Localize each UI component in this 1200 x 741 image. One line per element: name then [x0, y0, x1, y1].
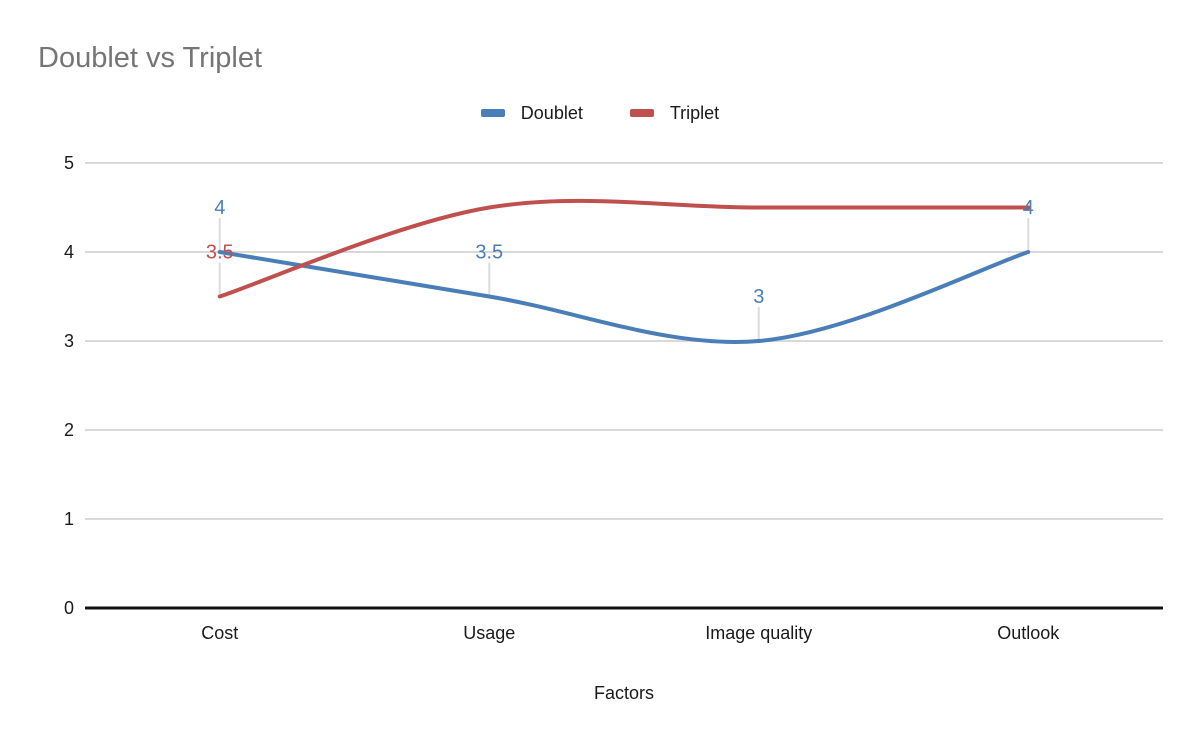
legend: Doublet Triplet	[0, 101, 1200, 125]
x-axis-category-label: Usage	[463, 623, 515, 643]
legend-item-doublet: Doublet	[480, 102, 583, 124]
triplet-series-line	[217, 198, 1031, 299]
y-axis-tick-label: 0	[64, 598, 74, 618]
triplet-data-label: 3.5	[206, 242, 234, 264]
x-axis-category-label: Cost	[201, 623, 238, 643]
chart-title: Doublet vs Triplet	[38, 42, 263, 74]
legend-item-triplet: Triplet	[629, 102, 720, 124]
doublet-data-label: 4	[214, 197, 225, 219]
triplet-legend-label: Triplet	[669, 102, 720, 123]
doublet-legend-label: Doublet	[520, 102, 583, 123]
doublet-series-line	[217, 250, 1031, 344]
triplet-legend-swatch	[629, 109, 654, 117]
y-axis-tick-label: 1	[64, 509, 74, 529]
y-axis-tick-label: 5	[64, 153, 74, 173]
doublet-legend-swatch	[480, 109, 505, 117]
y-axis-tick-label: 4	[64, 242, 74, 262]
y-axis-tick-label: 2	[64, 420, 74, 440]
doublet-data-label: 3.5	[475, 242, 503, 264]
doublet-data-label: 3	[753, 286, 764, 308]
doublet-data-label: 4	[1023, 197, 1034, 219]
x-axis-category-label: Image quality	[705, 623, 812, 643]
y-axis-tick-label: 3	[64, 331, 74, 351]
x-axis-title: Factors	[593, 683, 654, 703]
x-axis-category-label: Outlook	[997, 623, 1060, 643]
